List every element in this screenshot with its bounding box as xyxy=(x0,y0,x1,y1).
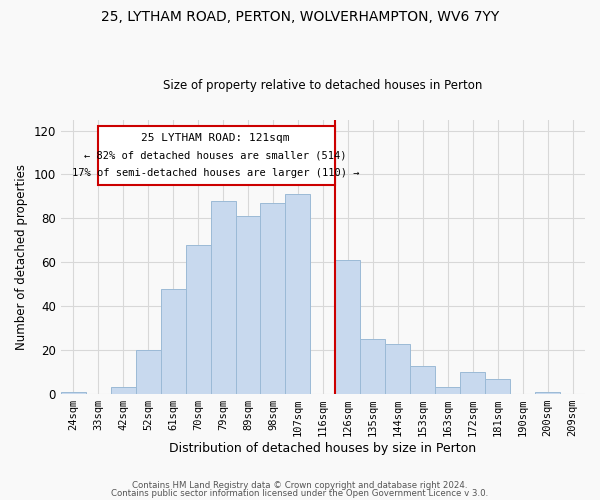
Bar xyxy=(211,201,236,394)
Bar xyxy=(410,366,435,394)
X-axis label: Distribution of detached houses by size in Perton: Distribution of detached houses by size … xyxy=(169,442,476,455)
Text: Contains HM Land Registry data © Crown copyright and database right 2024.: Contains HM Land Registry data © Crown c… xyxy=(132,481,468,490)
Title: Size of property relative to detached houses in Perton: Size of property relative to detached ho… xyxy=(163,79,482,92)
Bar xyxy=(61,392,86,394)
Y-axis label: Number of detached properties: Number of detached properties xyxy=(15,164,28,350)
Bar xyxy=(260,203,286,394)
Bar xyxy=(111,388,136,394)
Text: ← 82% of detached houses are smaller (514): ← 82% of detached houses are smaller (51… xyxy=(85,150,347,160)
Text: 25 LYTHAM ROAD: 121sqm: 25 LYTHAM ROAD: 121sqm xyxy=(142,132,290,142)
Bar xyxy=(361,339,385,394)
Bar xyxy=(435,388,460,394)
Bar xyxy=(136,350,161,394)
Bar xyxy=(335,260,361,394)
Text: 17% of semi-detached houses are larger (110) →: 17% of semi-detached houses are larger (… xyxy=(72,168,359,178)
Bar xyxy=(236,216,260,394)
Bar xyxy=(98,126,335,186)
Bar xyxy=(286,194,310,394)
Bar xyxy=(485,378,510,394)
Bar xyxy=(385,344,410,394)
Bar xyxy=(460,372,485,394)
Bar xyxy=(161,288,185,394)
Text: Contains public sector information licensed under the Open Government Licence v : Contains public sector information licen… xyxy=(112,488,488,498)
Bar xyxy=(535,392,560,394)
Bar xyxy=(185,244,211,394)
Text: 25, LYTHAM ROAD, PERTON, WOLVERHAMPTON, WV6 7YY: 25, LYTHAM ROAD, PERTON, WOLVERHAMPTON, … xyxy=(101,10,499,24)
